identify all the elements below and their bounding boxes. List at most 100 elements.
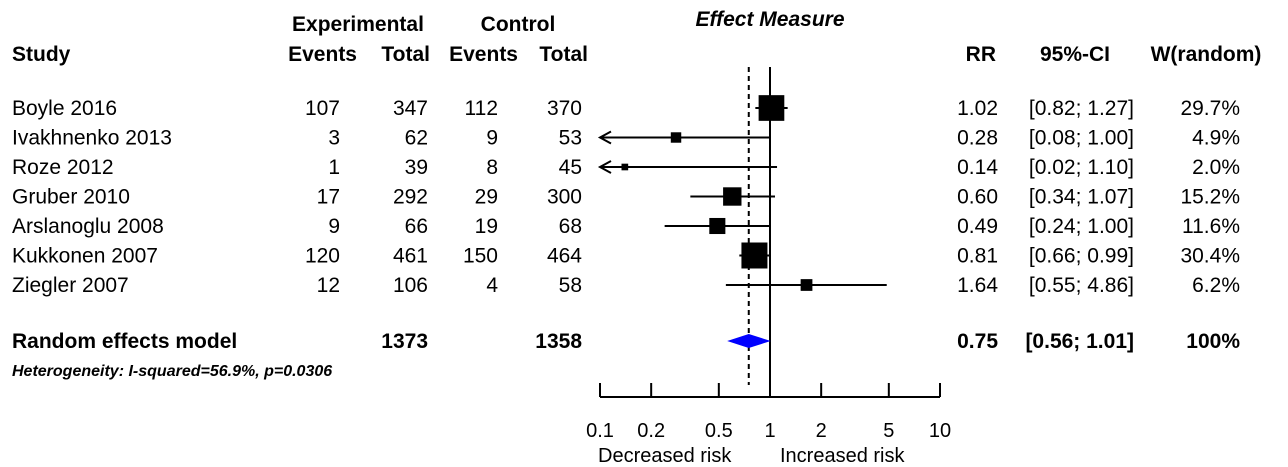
header-control: Control	[481, 13, 556, 36]
table-row: Boyle 2016 107 347 112 370 1.02 [0.82; 1.27] 29…	[12, 97, 1240, 120]
study-name: Ivakhnenko 2013	[12, 127, 172, 150]
header-ctl-total: Total	[539, 43, 588, 66]
exp-events: 9	[328, 215, 340, 238]
pooled-ctl-total: 1358	[535, 330, 582, 353]
pooled-rr: 0.75	[957, 330, 998, 353]
header-weight: W(random)	[1151, 43, 1262, 66]
study-rows: Boyle 2016 107 347 112 370 1.02 [0.82; 1.27] 29…	[12, 97, 1240, 297]
study-name: Kukkonen 2007	[12, 245, 158, 268]
rr-value: 0.81	[957, 245, 998, 268]
weight-value: 4.9%	[1192, 127, 1240, 150]
exp-total: 62	[405, 127, 428, 150]
table-row: Ziegler 2007 12 106 4 58 1.64 [0.55; 4.86] 6.2%	[12, 274, 1240, 297]
x-tick-label: 0.2	[637, 420, 665, 442]
header-exp-events: Events	[288, 43, 357, 66]
study-name: Roze 2012	[12, 156, 114, 179]
study-point-estimate	[621, 163, 629, 171]
exp-events: 17	[317, 186, 340, 209]
header-ctl-events: Events	[449, 43, 518, 66]
table-row: Roze 2012 1 39 8 45 0.14 [0.02; 1.10] 2.0%	[12, 156, 1240, 179]
rr-value: 1.02	[957, 97, 998, 120]
ctl-events: 150	[463, 245, 498, 268]
exp-events: 1	[328, 156, 340, 179]
header-experimental: Experimental	[292, 13, 424, 36]
heterogeneity-note: Heterogeneity: I-squared=56.9%, p=0.0306	[12, 363, 332, 380]
rr-value: 0.60	[957, 186, 998, 209]
study-name: Boyle 2016	[12, 97, 117, 120]
study-point-estimate	[758, 95, 785, 121]
plot-area	[597, 67, 887, 385]
x-axis: 0.1 0.2 0.5 1 2 5 10	[586, 383, 951, 442]
x-tick-label: 10	[929, 420, 951, 442]
header-exp-total: Total	[381, 43, 430, 66]
ci-truncation-arrow	[597, 130, 612, 145]
study-name: Gruber 2010	[12, 186, 130, 209]
exp-total: 347	[393, 97, 428, 120]
ctl-total: 53	[559, 127, 582, 150]
study-point-estimate	[741, 242, 768, 269]
weight-value: 29.7%	[1180, 97, 1240, 120]
pooled-weight: 100%	[1186, 330, 1240, 353]
ci-value: [0.66; 0.99]	[1029, 245, 1134, 268]
x-tick-label: 2	[816, 420, 827, 442]
ci-value: [0.02; 1.10]	[1029, 156, 1134, 179]
header-rr: RR	[966, 43, 996, 66]
weight-value: 2.0%	[1192, 156, 1240, 179]
header-study: Study	[12, 43, 71, 66]
pooled-label: Random effects model	[12, 330, 237, 353]
ctl-total: 68	[559, 215, 582, 238]
exp-total: 106	[393, 274, 428, 297]
x-tick-label: 5	[883, 420, 894, 442]
ci-value: [0.24; 1.00]	[1029, 215, 1134, 238]
table-row: Gruber 2010 17 292 29 300 0.60 [0.34; 1.07] 15.…	[12, 186, 1240, 209]
exp-total: 292	[393, 186, 428, 209]
weight-value: 6.2%	[1192, 274, 1240, 297]
ctl-total: 45	[559, 156, 582, 179]
ci-truncation-arrow	[597, 160, 612, 174]
exp-events: 120	[305, 245, 340, 268]
study-point-estimate	[670, 132, 682, 143]
exp-total: 66	[405, 215, 428, 238]
direction-label-right: Increased risk	[780, 445, 905, 467]
pooled-ci: [0.56; 1.01]	[1025, 330, 1134, 353]
ctl-events: 112	[465, 97, 498, 120]
ctl-total: 370	[547, 97, 582, 120]
table-row: Ivakhnenko 2013 3 62 9 53 0.28 [0.08; 1.00] 4.9…	[12, 127, 1240, 150]
pooled-row: Random effects model 1373 1358 0.75 [0.56; 1…	[12, 330, 1240, 353]
study-point-estimate	[723, 187, 742, 206]
study-point-estimate	[800, 279, 813, 291]
ctl-total: 300	[547, 186, 582, 209]
ci-value: [0.82; 1.27]	[1029, 97, 1134, 120]
study-point-estimate	[709, 217, 726, 235]
exp-total: 39	[405, 156, 428, 179]
study-name: Arslanoglu 2008	[12, 215, 164, 238]
ctl-events: 19	[475, 215, 498, 238]
ci-value: [0.08; 1.00]	[1029, 127, 1134, 150]
table-row: Kukkonen 2007 120 461 150 464 0.81 [0.66; 0.99…	[12, 245, 1240, 268]
x-tick-label: 1	[764, 420, 775, 442]
weight-value: 15.2%	[1180, 186, 1240, 209]
pooled-exp-total: 1373	[381, 330, 428, 353]
ctl-events: 8	[486, 156, 498, 179]
rr-value: 1.64	[957, 274, 998, 297]
exp-total: 461	[393, 245, 428, 268]
ci-value: [0.55; 4.86]	[1029, 274, 1134, 297]
ctl-total: 464	[547, 245, 582, 268]
exp-events: 107	[305, 97, 340, 120]
header-ci: 95%-CI	[1040, 43, 1110, 66]
rr-value: 0.49	[957, 215, 998, 238]
direction-label-left: Decreased risk	[598, 445, 732, 467]
table-row: Arslanoglu 2008 9 66 19 68 0.49 [0.24; 1.00] 11…	[12, 215, 1240, 238]
weight-value: 30.4%	[1180, 245, 1240, 268]
header-effect-measure: Effect Measure	[695, 8, 844, 31]
study-name: Ziegler 2007	[12, 274, 129, 297]
ctl-events: 4	[486, 274, 498, 297]
weight-value: 11.6%	[1182, 215, 1240, 238]
ci-value: [0.34; 1.07]	[1029, 186, 1134, 209]
ctl-events: 29	[475, 186, 498, 209]
rr-value: 0.28	[957, 127, 998, 150]
x-tick-label: 0.5	[705, 420, 733, 442]
ctl-total: 58	[559, 274, 582, 297]
rr-value: 0.14	[957, 156, 998, 179]
